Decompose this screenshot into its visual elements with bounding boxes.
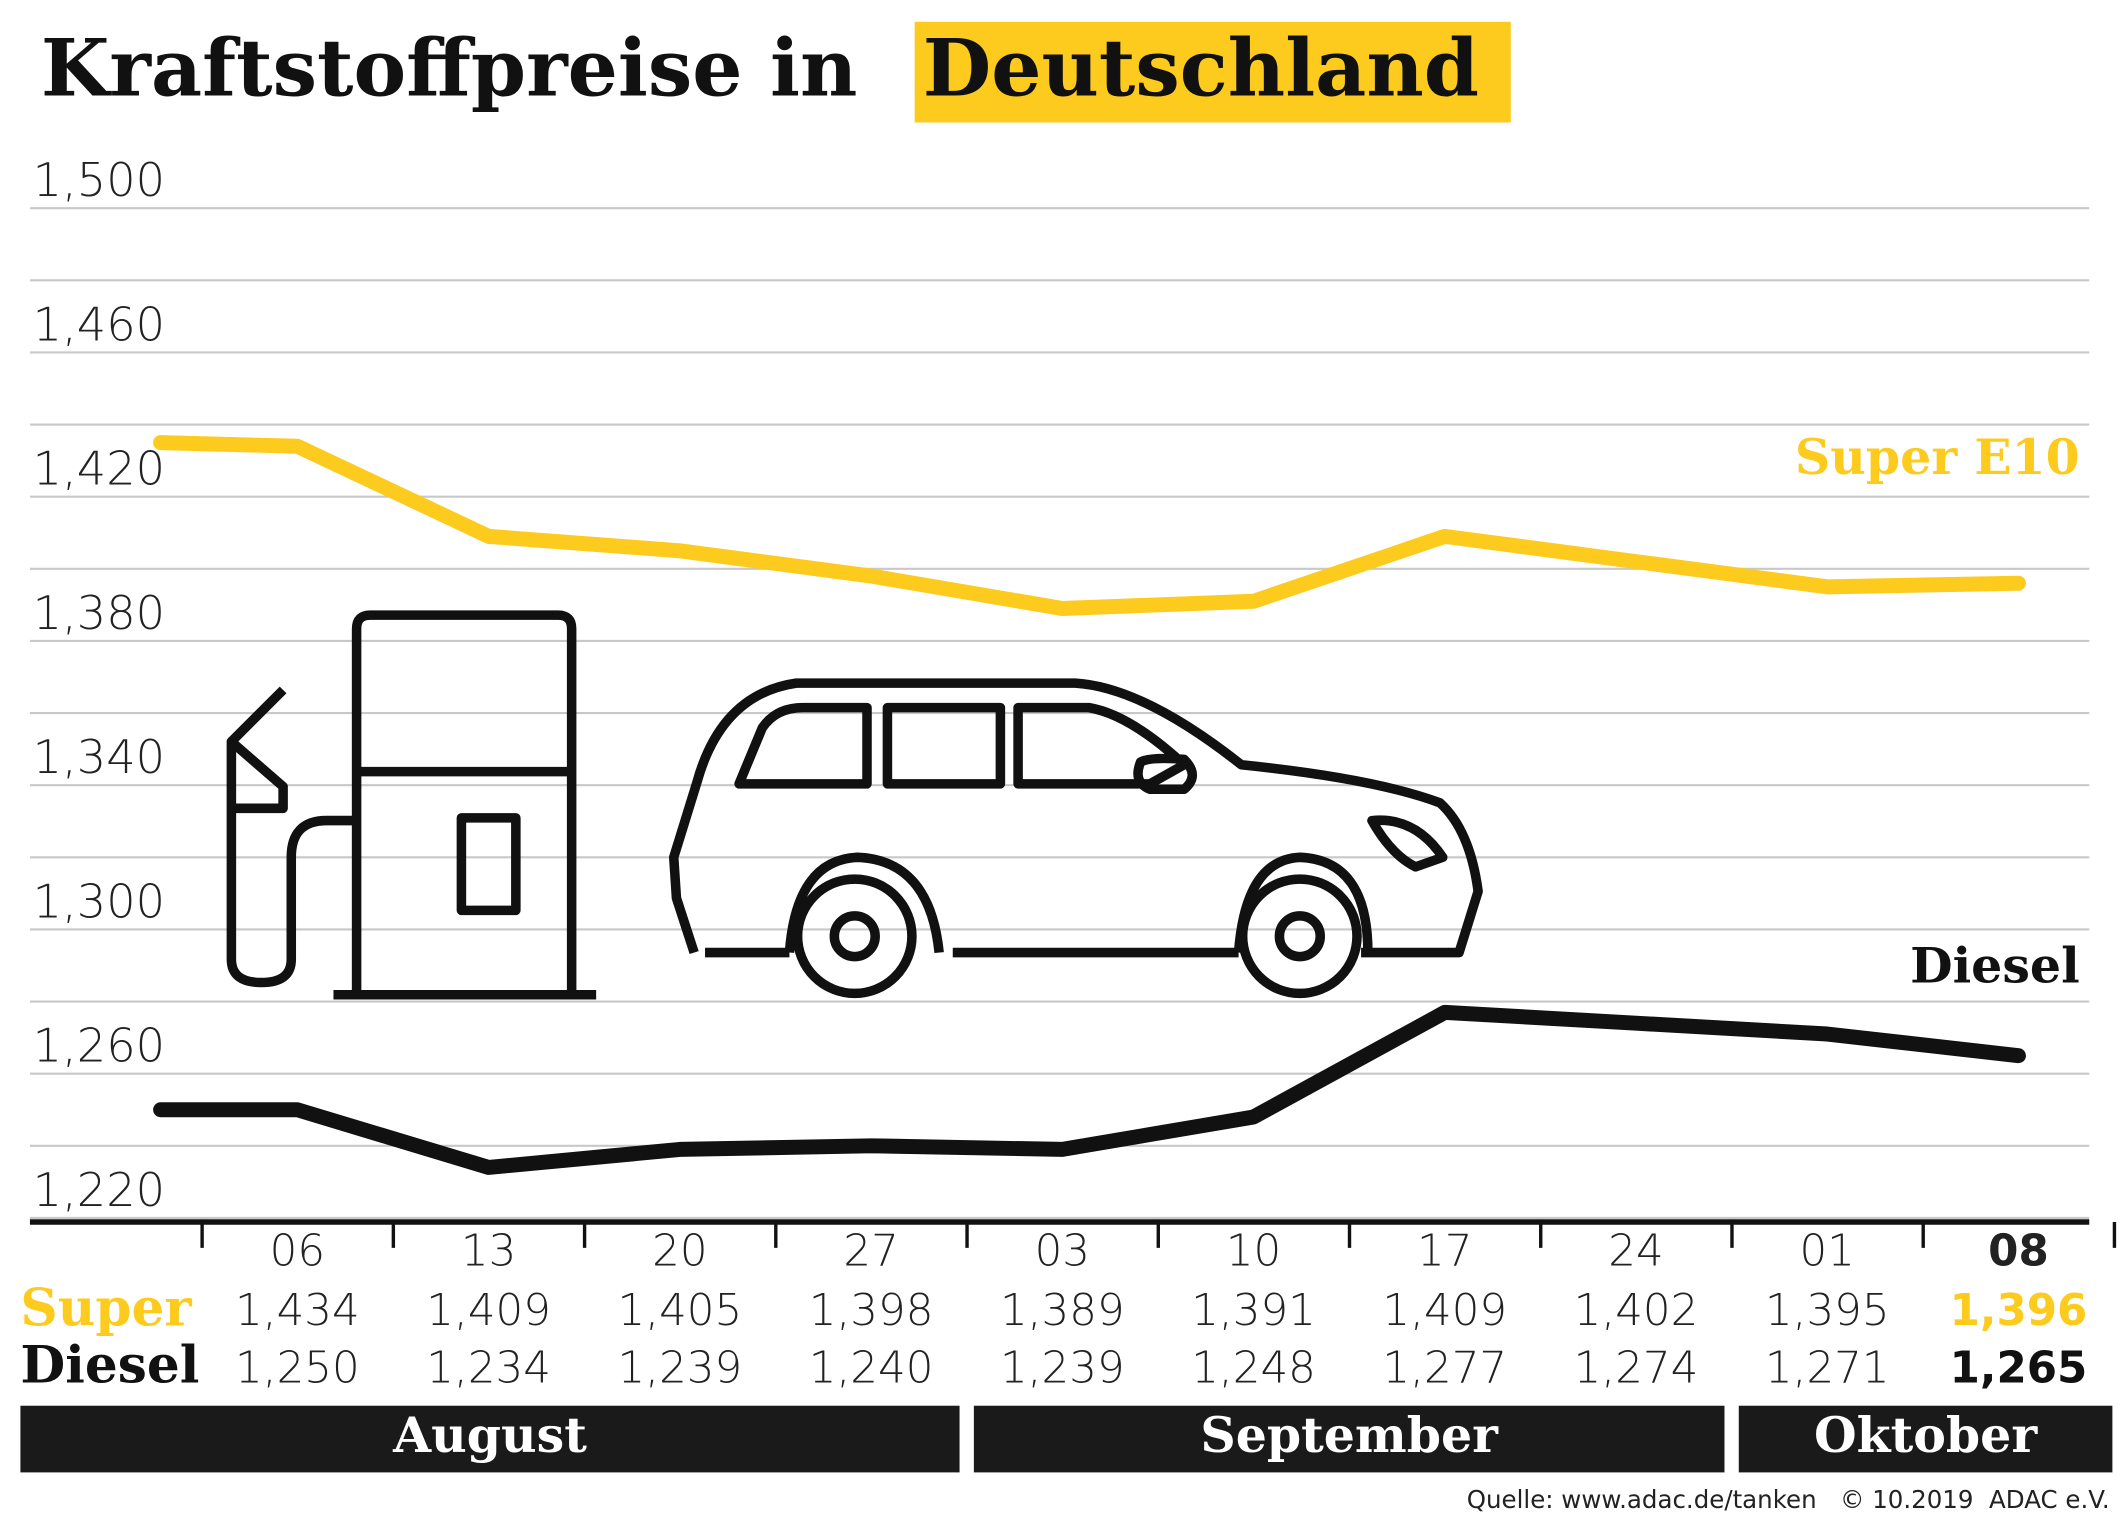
pump-window <box>456 813 521 916</box>
table-value: 1,389 <box>1000 1286 1125 1336</box>
plot: 06 1,434 1,250 13 1,409 1,234 20 1,405 1,239 27 1,… <box>20 435 2113 1473</box>
table-value: 1,396 <box>1950 1286 2088 1336</box>
month-label: Oktober <box>1814 1406 2038 1464</box>
y-tick-label: 1,340 <box>33 730 165 784</box>
table-value: 1,271 <box>1765 1343 1890 1393</box>
table-value: 1,234 <box>426 1343 551 1393</box>
month-label: September <box>1200 1406 1499 1464</box>
series-label: Super E10 <box>1795 428 2080 486</box>
series-line <box>153 435 2026 616</box>
pump-icon <box>333 610 597 1000</box>
y-tick-label: 1,380 <box>33 586 165 640</box>
x-tick-label: 01 <box>1800 1226 1855 1276</box>
table-value: 1,395 <box>1765 1286 1890 1336</box>
y-tick-label: 1,220 <box>33 1163 165 1217</box>
table-value: 1,239 <box>618 1343 743 1393</box>
month-bar <box>20 1405 960 1473</box>
table-value: 1,398 <box>809 1286 934 1336</box>
icons <box>226 610 1483 1000</box>
title-highlight-bg <box>914 21 1511 123</box>
table-value: 1,402 <box>1574 1286 1699 1336</box>
month-label: August <box>392 1406 587 1464</box>
car-windows <box>734 702 1448 872</box>
y-tick-label: 1,260 <box>33 1019 165 1073</box>
x-tick-label: 10 <box>1226 1226 1281 1276</box>
table-value: 1,405 <box>618 1286 743 1336</box>
x-tick-label: 27 <box>843 1226 898 1276</box>
series-line <box>153 1004 2026 1175</box>
month-bar <box>1738 1405 2113 1473</box>
row-label: Diesel <box>20 1334 199 1395</box>
series-label: Diesel <box>1910 937 2080 995</box>
y-tick-label: 1,420 <box>33 442 165 496</box>
table-value: 1,250 <box>235 1343 360 1393</box>
table-value: 1,277 <box>1382 1343 1507 1393</box>
x-tick-label: 17 <box>1417 1226 1472 1276</box>
source: Quelle: www.adac.de/tanken © 10.2019 ADA… <box>1467 1485 2110 1514</box>
car-body <box>668 678 1483 958</box>
x-tick-label: 03 <box>1035 1226 1090 1276</box>
x-tick-label: 08 <box>1988 1226 2049 1276</box>
chart-title-highlight: Deutschland <box>923 21 1479 114</box>
grid: 1,220 1,260 1,300 1,340 1,380 1,420 1,460 1,500 <box>29 153 2117 1248</box>
row-label: Super <box>20 1277 192 1338</box>
table-value: 1,434 <box>235 1286 360 1336</box>
table-value: 1,239 <box>1000 1343 1125 1393</box>
x-tick-label: 13 <box>461 1226 516 1276</box>
table-value: 1,409 <box>426 1286 551 1336</box>
table-value: 1,240 <box>809 1343 934 1393</box>
x-tick-label: 06 <box>270 1226 325 1276</box>
table-value: 1,248 <box>1191 1343 1316 1393</box>
x-tick-label: 20 <box>652 1226 707 1276</box>
y-tick-label: 1,300 <box>33 874 165 928</box>
pump-nozzle <box>226 686 357 988</box>
x-tick-label: 24 <box>1608 1226 1663 1276</box>
table-value: 1,409 <box>1382 1286 1507 1336</box>
y-tick-label: 1,500 <box>33 153 165 207</box>
table-value: 1,265 <box>1950 1343 2088 1393</box>
month-bar <box>973 1405 1725 1473</box>
y-tick-label: 1,460 <box>33 297 165 351</box>
table-value: 1,274 <box>1574 1343 1699 1393</box>
chart-title: Kraftstoffpreise in <box>41 21 858 114</box>
table-value: 1,391 <box>1191 1286 1316 1336</box>
